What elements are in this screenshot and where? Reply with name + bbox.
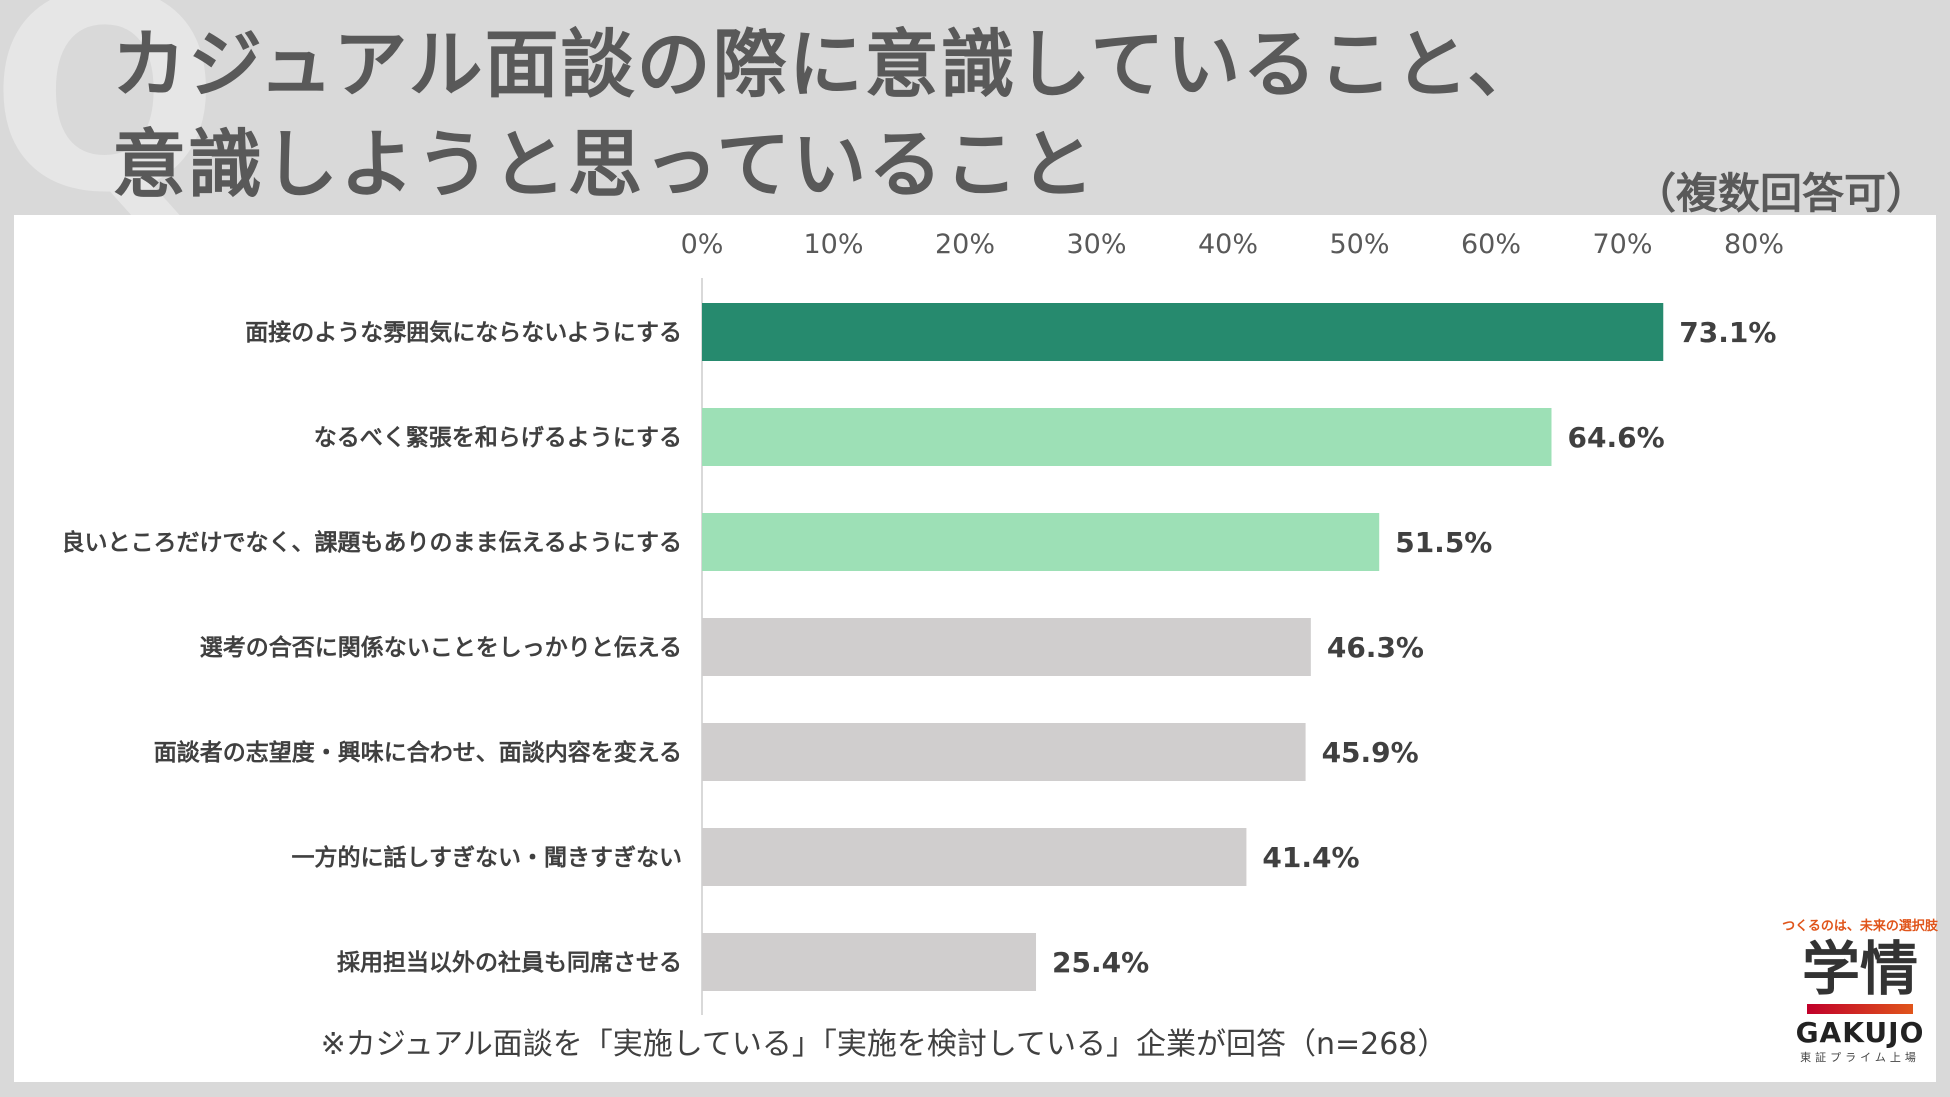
- bar-value-label: 45.9%: [1322, 736, 1419, 769]
- x-tick-label: 40%: [1198, 229, 1258, 260]
- x-tick-label: 20%: [935, 229, 995, 260]
- gakujo-logo: つくるのは、未来の選択肢 学情 GAKUJO 東証プライム上場: [1772, 915, 1948, 1065]
- x-tick-label: 80%: [1724, 229, 1784, 260]
- chart-panel: 0% 10% 20% 30% 40% 50% 60% 70% 80% 73.1% 面接のような雰囲気…: [14, 215, 1938, 1082]
- category-label: 面談者の志望度・興味に合わせ、面談内容を変える: [154, 739, 682, 766]
- bar-value-label: 46.3%: [1327, 631, 1424, 664]
- category-label: 面接のような雰囲気にならないようにする: [245, 319, 682, 346]
- bar: [702, 513, 1380, 571]
- category-label: なるべく緊張を和らげるようにする: [314, 425, 682, 451]
- logo-mark: 学情: [1801, 935, 1918, 1003]
- background-q-letter: Q: [0, 0, 220, 252]
- bar-value-label: 51.5%: [1395, 526, 1492, 559]
- logo-tagline: つくるのは、未来の選択肢: [1782, 919, 1938, 934]
- title-line-2: 意識しようと思っていること: [112, 122, 1097, 208]
- footnote: ※カジュアル面談を「実施している」「実施を検討している」企業が回答（n=268）: [320, 1027, 1448, 1062]
- category-label: 選考の合否に関係ないことをしっかりと伝える: [200, 634, 682, 661]
- bar: [702, 828, 1247, 886]
- x-tick-label: 70%: [1592, 229, 1652, 260]
- logo-listing: 東証プライム上場: [1800, 1050, 1920, 1064]
- bar-value-label: 73.1%: [1679, 316, 1776, 349]
- logo-gradient-bar: [1807, 1003, 1913, 1014]
- bar: [702, 303, 1664, 361]
- category-label: 良いところだけでなく、課題もありのまま伝えるようにする: [61, 529, 682, 556]
- bar-value-label: 25.4%: [1052, 946, 1149, 979]
- bar: [702, 408, 1552, 466]
- bar: [702, 933, 1037, 991]
- category-label: 採用担当以外の社員も同席させる: [337, 949, 682, 976]
- bar: [702, 618, 1311, 676]
- logo-brand-name: GAKUJO: [1795, 1015, 1925, 1049]
- x-tick-label: 50%: [1329, 229, 1389, 260]
- title-line-1: カジュアル面談の際に意識していること、: [112, 22, 1544, 108]
- x-tick-label: 0%: [681, 229, 724, 260]
- x-tick-label: 60%: [1461, 229, 1521, 260]
- bar-chart: 0% 10% 20% 30% 40% 50% 60% 70% 80% 73.1% 面接のような雰囲気…: [61, 229, 1784, 1015]
- multiple-answer-note: （複数回答可）: [1633, 169, 1928, 218]
- bar: [702, 723, 1306, 781]
- x-tick-label: 10%: [803, 229, 863, 260]
- x-tick-label: 30%: [1066, 229, 1126, 260]
- bar-value-label: 41.4%: [1262, 841, 1359, 874]
- bar-value-label: 64.6%: [1567, 421, 1664, 454]
- category-label: 一方的に話しすぎない・聞きすぎない: [291, 844, 682, 871]
